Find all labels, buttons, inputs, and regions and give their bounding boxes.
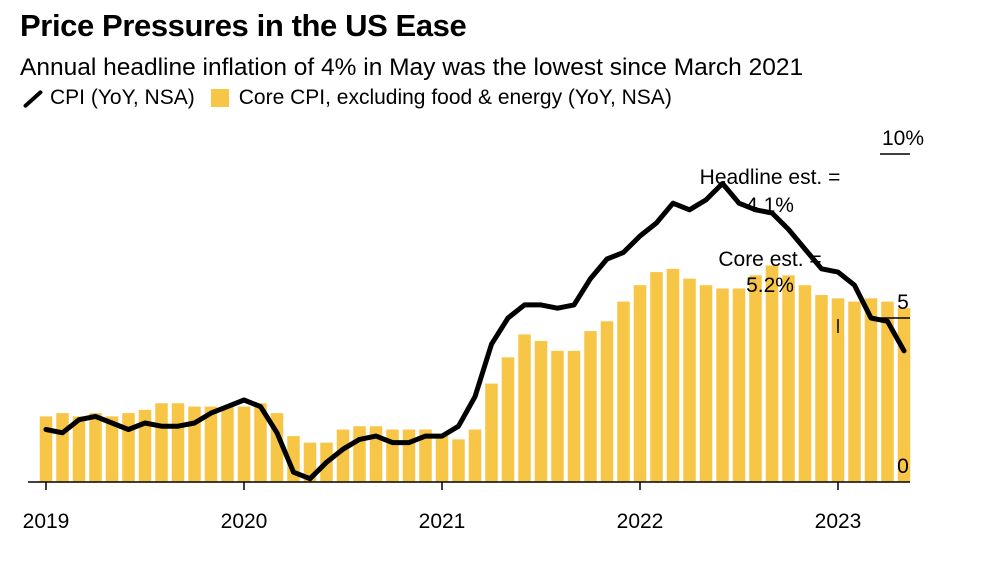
legend-item-core-cpi: Core CPI, excluding food & energy (YoY, … <box>210 86 672 110</box>
core-cpi-bar <box>386 429 399 482</box>
core-cpi-bar <box>56 413 69 482</box>
annotation-value: 4.1% <box>746 194 794 217</box>
core-cpi-bar <box>567 350 581 482</box>
core-cpi-bar <box>155 403 168 482</box>
annotations: Headline est. = 4.1% Core est. = 5.2% <box>700 166 841 333</box>
core-cpi-bar <box>848 301 861 482</box>
core-cpi-bar <box>485 383 498 482</box>
core-cpi-bar <box>782 275 795 482</box>
cpi-line <box>43 181 907 482</box>
core-cpi-bar <box>435 436 449 482</box>
core-cpi-bar <box>221 406 234 482</box>
chart-title: Price Pressures in the US Ease <box>20 8 467 43</box>
legend-label-cpi: CPI (YoY, NSA) <box>50 86 195 109</box>
core-cpi-bar <box>732 288 746 482</box>
core-cpi-bar <box>419 429 432 482</box>
core-cpi-bar <box>122 413 135 482</box>
axes: 2019 2020 2021 2022 2023 0 5 10% <box>23 127 924 533</box>
core-cpi-bar <box>204 406 218 482</box>
x-tick-label: 2023 <box>815 510 862 533</box>
bar-series <box>39 265 911 482</box>
core-cpi-bar <box>716 288 729 482</box>
core-cpi-bar <box>617 301 630 482</box>
core-cpi-bar <box>468 429 482 482</box>
x-tick-label: 2020 <box>221 510 268 533</box>
core-cpi-bar <box>864 298 878 482</box>
core-cpi-bar <box>369 426 383 482</box>
core-cpi-bar <box>650 272 663 482</box>
core-cpi-bar <box>237 406 251 482</box>
core-cpi-bar <box>72 416 86 482</box>
x-tick-label: 2019 <box>23 510 70 533</box>
core-cpi-bar <box>798 285 812 482</box>
y-tick-label: 10% <box>882 127 924 150</box>
core-cpi-bar <box>39 416 53 482</box>
core-cpi-bar <box>897 308 911 482</box>
legend: CPI (YoY, NSA) Core CPI, excluding food … <box>20 86 688 110</box>
core-cpi-bar <box>831 298 845 482</box>
core-cpi-bar <box>600 321 614 482</box>
core-cpi-bar <box>402 429 416 482</box>
annotation-label: Headline est. = <box>700 166 841 189</box>
annotation-label: Core est. = <box>718 248 821 271</box>
core-cpi-bar <box>633 285 647 482</box>
core-cpi-bar <box>171 403 185 482</box>
annotation-value: 5.2% <box>746 274 794 297</box>
chart-subtitle: Annual headline inflation of 4% in May w… <box>20 54 804 81</box>
core-cpi-bar <box>749 275 762 482</box>
core-cpi-bar <box>138 409 152 482</box>
core-cpi-bar <box>336 429 350 482</box>
x-tick-label: 2021 <box>419 510 466 533</box>
core-cpi-bar <box>452 439 465 482</box>
core-cpi-bar <box>699 285 713 482</box>
core-cpi-bar <box>353 426 366 482</box>
y-tick-label: 5 <box>897 291 909 314</box>
legend-item-cpi: CPI (YoY, NSA) <box>20 86 195 110</box>
core-cpi-bar <box>584 331 597 482</box>
x-tick-label: 2022 <box>617 510 664 533</box>
core-cpi-bar <box>683 278 696 482</box>
core-cpi-bar <box>534 340 548 482</box>
core-cpi-bar <box>518 334 531 482</box>
core-cpi-bar <box>666 268 680 482</box>
core-cpi-bar <box>501 357 515 482</box>
core-cpi-bar <box>815 295 828 482</box>
legend-bar-swatch <box>210 89 229 107</box>
core-cpi-bar <box>765 265 779 482</box>
core-cpi-bar <box>881 301 894 482</box>
line-series-layer <box>43 181 907 482</box>
core-cpi-bar <box>89 413 102 482</box>
core-cpi-bar <box>551 350 564 482</box>
y-tick-label: 0 <box>897 455 909 478</box>
core-cpi-bar <box>105 416 119 482</box>
legend-label-core-cpi: Core CPI, excluding food & energy (YoY, … <box>238 86 672 109</box>
core-cpi-bar <box>254 403 267 482</box>
